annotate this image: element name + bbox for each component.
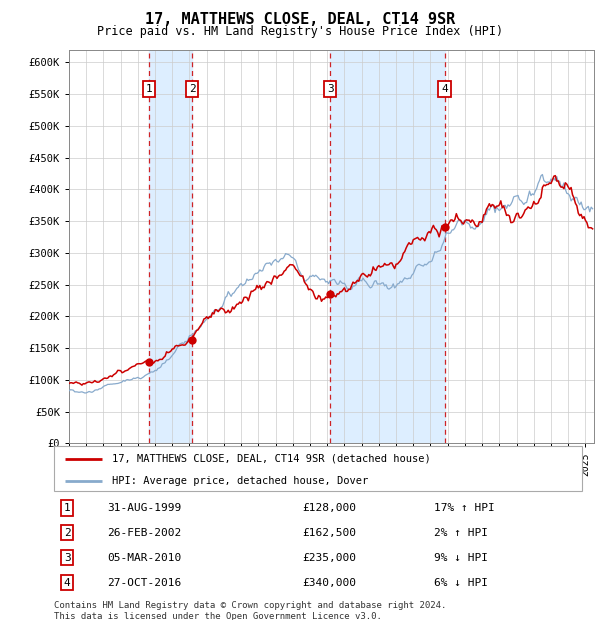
Text: 31-AUG-1999: 31-AUG-1999 [107,503,181,513]
Text: 4: 4 [64,578,71,588]
Text: £235,000: £235,000 [302,552,356,563]
Text: 6% ↓ HPI: 6% ↓ HPI [434,578,488,588]
Text: 3: 3 [327,84,334,94]
Text: 2% ↑ HPI: 2% ↑ HPI [434,528,488,538]
Text: Price paid vs. HM Land Registry's House Price Index (HPI): Price paid vs. HM Land Registry's House … [97,25,503,38]
Text: 17, MATTHEWS CLOSE, DEAL, CT14 9SR: 17, MATTHEWS CLOSE, DEAL, CT14 9SR [145,12,455,27]
Text: 2: 2 [64,528,71,538]
Text: 17, MATTHEWS CLOSE, DEAL, CT14 9SR (detached house): 17, MATTHEWS CLOSE, DEAL, CT14 9SR (deta… [112,454,431,464]
Text: Contains HM Land Registry data © Crown copyright and database right 2024.
This d: Contains HM Land Registry data © Crown c… [54,601,446,620]
Text: 05-MAR-2010: 05-MAR-2010 [107,552,181,563]
Text: £128,000: £128,000 [302,503,356,513]
Text: £340,000: £340,000 [302,578,356,588]
Text: 3: 3 [64,552,71,563]
Text: 26-FEB-2002: 26-FEB-2002 [107,528,181,538]
Bar [330,50,445,443]
Text: 4: 4 [441,84,448,94]
Bar [149,50,192,443]
Text: 17% ↑ HPI: 17% ↑ HPI [434,503,495,513]
Text: HPI: Average price, detached house, Dover: HPI: Average price, detached house, Dove… [112,476,368,486]
Text: 27-OCT-2016: 27-OCT-2016 [107,578,181,588]
Text: 1: 1 [146,84,152,94]
Text: £162,500: £162,500 [302,528,356,538]
Text: 9% ↓ HPI: 9% ↓ HPI [434,552,488,563]
Text: 1: 1 [64,503,71,513]
Text: 2: 2 [188,84,196,94]
